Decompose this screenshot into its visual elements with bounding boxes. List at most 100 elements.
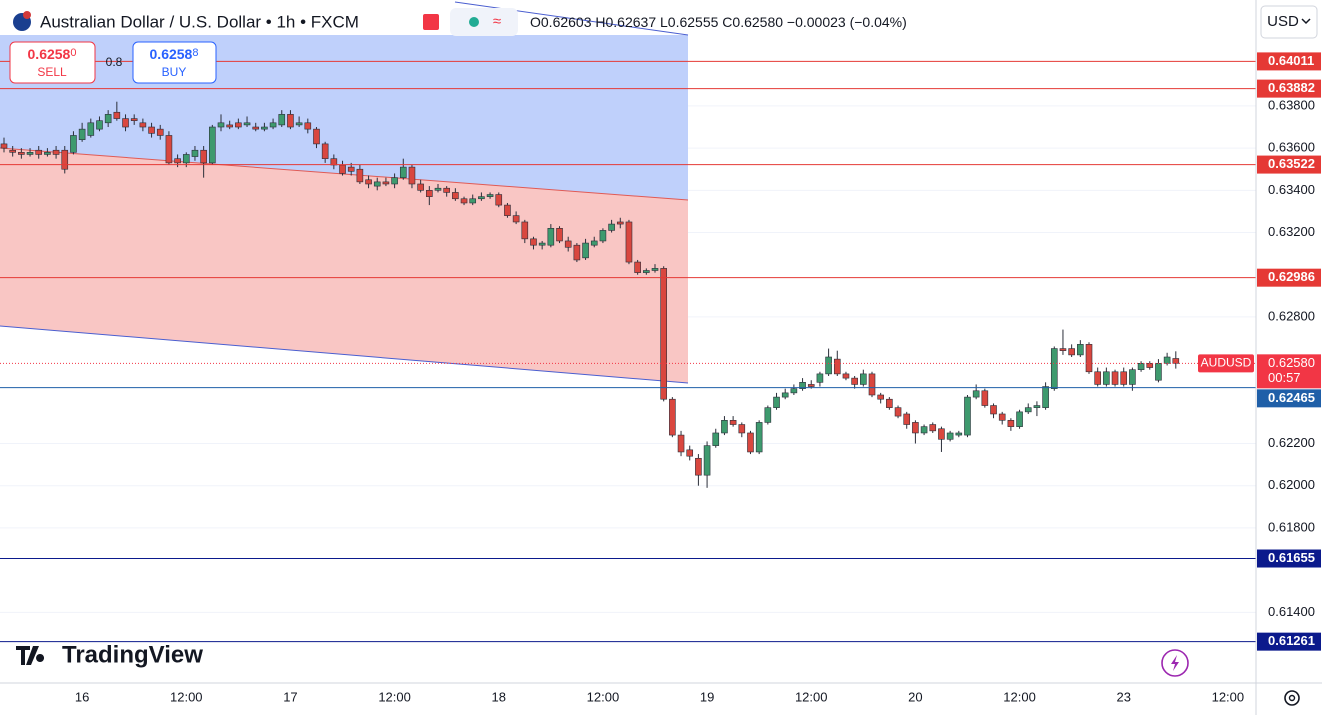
candle-body xyxy=(52,149,60,155)
countdown: 00:57 xyxy=(1268,370,1301,385)
level-label: 0.62465 xyxy=(1268,390,1315,405)
candle-body xyxy=(295,122,303,126)
flag-icon[interactable] xyxy=(423,14,439,30)
candle-body xyxy=(1042,386,1049,408)
symbol-title[interactable]: Australian Dollar / U.S. Dollar • 1h • F… xyxy=(40,12,359,31)
candle-body xyxy=(938,428,945,440)
candle-body xyxy=(261,126,268,130)
candle-body xyxy=(721,420,728,434)
ohlc-low: L0.62555 xyxy=(660,14,719,30)
sell-price-main: 0.6258 xyxy=(28,46,71,62)
candle-body xyxy=(530,238,537,246)
candle-body xyxy=(521,221,529,240)
candle-body xyxy=(599,230,607,242)
level-label: 0.61261 xyxy=(1268,633,1315,648)
candle-body xyxy=(946,432,954,440)
ohlc-high: H0.62637 xyxy=(595,14,656,30)
candle-body xyxy=(738,424,746,434)
candle-body xyxy=(877,394,884,400)
candle-body xyxy=(35,149,43,155)
buy-button[interactable] xyxy=(132,41,217,84)
candle-body xyxy=(1050,348,1058,389)
currency-button[interactable] xyxy=(1260,5,1318,39)
ohlc-close: C0.62580 xyxy=(722,14,783,30)
candle-body xyxy=(1163,356,1171,364)
candle-body xyxy=(26,152,34,155)
y-tick-label: 0.62800 xyxy=(1268,308,1315,323)
candle-body xyxy=(1007,420,1015,427)
candle-body xyxy=(460,198,468,204)
candle-body xyxy=(1137,363,1145,370)
candle-body xyxy=(1094,371,1101,385)
x-tick-label: 12:00 xyxy=(378,689,411,704)
x-tick-label: 12:00 xyxy=(587,689,620,704)
candle-body xyxy=(304,122,312,130)
candle-body xyxy=(96,120,103,130)
ohlc-change: −0.00023 (−0.04%) xyxy=(787,14,907,30)
logo[interactable]: TradingView xyxy=(62,641,203,668)
candle-body xyxy=(347,166,355,172)
candle-body xyxy=(469,198,477,204)
candle-body xyxy=(729,420,737,425)
candle-body xyxy=(9,149,16,153)
candle-body xyxy=(1059,348,1067,351)
candle-body xyxy=(504,204,511,216)
candle-body xyxy=(339,164,346,174)
candle-body xyxy=(200,149,207,164)
candle-body xyxy=(452,192,459,200)
channel-line xyxy=(0,147,689,201)
candle-body xyxy=(356,168,364,183)
channel-line xyxy=(0,325,689,384)
sell-label: SELL xyxy=(37,65,67,79)
candle-body xyxy=(556,227,563,242)
candle-body xyxy=(252,126,260,130)
level-label: 0.63522 xyxy=(1268,156,1315,171)
candle-body xyxy=(243,122,251,126)
x-tick-label: 18 xyxy=(492,689,506,704)
level-tag xyxy=(1257,268,1321,287)
candle-body xyxy=(382,181,390,185)
spread: 0.8 xyxy=(106,55,123,69)
level-tag xyxy=(1257,155,1321,174)
candle-body xyxy=(478,196,485,200)
candle-body xyxy=(547,227,555,246)
candle-body xyxy=(443,187,450,193)
level-tag xyxy=(1257,79,1321,98)
y-tick-label: 0.61800 xyxy=(1268,519,1315,534)
settings-icon[interactable] xyxy=(1284,690,1300,706)
candle-body xyxy=(512,215,520,223)
candle-body xyxy=(755,422,763,453)
candle-body xyxy=(964,396,971,436)
candle-body xyxy=(625,221,633,263)
candle-body xyxy=(582,242,589,259)
axis-tags: AUDUSD 0.6258000:570.640110.638820.635220… xyxy=(1198,52,1321,651)
symbol-flag xyxy=(23,11,31,19)
x-tick-label: 23 xyxy=(1116,689,1130,704)
candle-body xyxy=(981,390,989,406)
candle-body xyxy=(87,122,95,136)
candle-body xyxy=(833,358,841,375)
candle-body xyxy=(538,242,546,246)
candle-body xyxy=(851,377,858,385)
candle-body xyxy=(417,183,424,191)
price-tag xyxy=(1257,354,1321,389)
candle-body xyxy=(165,135,173,164)
status-pill[interactable] xyxy=(450,8,518,36)
candle-body xyxy=(182,154,190,164)
candle-body xyxy=(391,177,398,185)
candle-body xyxy=(886,398,893,408)
x-tick-label: 20 xyxy=(908,689,922,704)
sell-button[interactable] xyxy=(9,41,96,84)
time-axis xyxy=(0,683,1322,715)
candle-body xyxy=(972,390,980,398)
y-tick-label: 0.61400 xyxy=(1268,604,1315,619)
settings-icon xyxy=(1288,694,1296,702)
candle-body xyxy=(773,396,780,408)
candle-body xyxy=(321,143,329,159)
candle-body xyxy=(1103,371,1110,385)
candle-body xyxy=(1111,371,1119,385)
candle-body xyxy=(573,244,581,261)
candle-body xyxy=(634,261,641,273)
candle-body xyxy=(278,114,286,126)
axis-labels: 0.63800 0.63600 0.63400 0.63200 0.62800 0.622… xyxy=(75,97,1315,704)
